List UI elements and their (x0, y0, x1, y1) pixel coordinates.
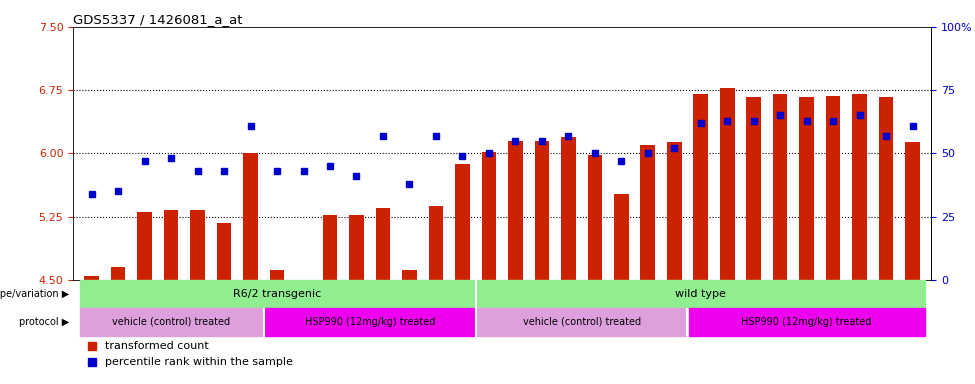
Bar (349, 215, 364, 280)
Bar (667, 142, 682, 280)
Bar (190, 210, 205, 280)
Bar (85, 276, 98, 280)
Bar (482, 152, 496, 280)
Text: R6/2 transgenic: R6/2 transgenic (233, 289, 321, 299)
Bar (323, 215, 337, 280)
Bar (296, 280, 311, 284)
Text: wild type: wild type (676, 289, 726, 299)
Text: percentile rank within the sample: percentile rank within the sample (105, 357, 292, 367)
Bar (80, 280, 474, 308)
Bar (906, 142, 919, 280)
Bar (852, 94, 867, 280)
Bar (477, 308, 686, 336)
Bar (747, 97, 760, 280)
Bar (720, 88, 734, 280)
Bar (477, 280, 924, 308)
Bar (137, 212, 152, 280)
Text: protocol ▶: protocol ▶ (19, 317, 69, 327)
Bar (265, 308, 474, 336)
Bar (164, 210, 178, 280)
Bar (429, 206, 444, 280)
Bar (614, 194, 629, 280)
Bar (641, 145, 655, 280)
Bar (80, 308, 262, 336)
Text: vehicle (control) treated: vehicle (control) treated (523, 317, 641, 327)
Text: HSP990 (12mg/kg) treated: HSP990 (12mg/kg) treated (304, 317, 435, 327)
Bar (688, 308, 924, 336)
Text: vehicle (control) treated: vehicle (control) treated (112, 317, 230, 327)
Bar (216, 223, 231, 280)
Text: transformed count: transformed count (105, 341, 209, 351)
Bar (244, 152, 257, 280)
Bar (588, 155, 603, 280)
Bar (402, 270, 416, 280)
Bar (270, 270, 285, 280)
Text: genotype/variation ▶: genotype/variation ▶ (0, 289, 69, 299)
Text: GDS5337 / 1426081_a_at: GDS5337 / 1426081_a_at (73, 13, 243, 26)
Bar (693, 94, 708, 280)
Bar (800, 97, 814, 280)
Bar (508, 141, 523, 280)
Bar (561, 137, 575, 280)
Bar (878, 97, 893, 280)
Bar (111, 267, 126, 280)
Bar (773, 94, 788, 280)
Text: HSP990 (12mg/kg) treated: HSP990 (12mg/kg) treated (741, 317, 872, 327)
Bar (375, 208, 390, 280)
Bar (534, 141, 549, 280)
Bar (455, 164, 470, 280)
Bar (826, 96, 840, 280)
